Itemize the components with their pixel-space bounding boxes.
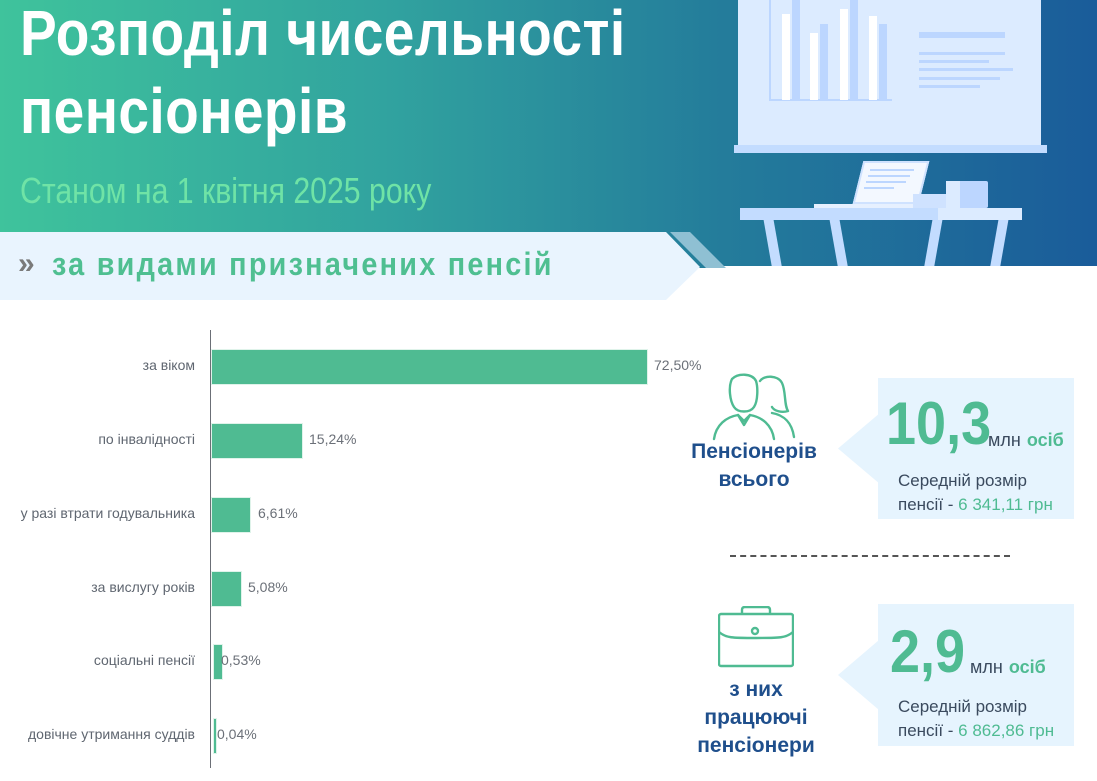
bar-value: 6,61% — [258, 505, 298, 521]
board-text-line — [919, 60, 989, 63]
bar-value: 15,24% — [309, 431, 357, 447]
avg-amount: 6 862,86 грн — [958, 721, 1055, 740]
board-bar — [792, 0, 800, 100]
label-line: працюючі — [704, 706, 808, 729]
chart-row: по інвалідності 15,24% — [0, 423, 700, 459]
label-line: всього — [718, 468, 790, 491]
bar-label: соціальні пенсії — [93, 652, 195, 668]
bar-label: за вислугу років — [91, 579, 195, 595]
board-text-line — [919, 77, 1000, 80]
page-subtitle-date: Станом на 1 квітня 2025 року — [20, 170, 432, 211]
bar — [211, 349, 648, 385]
title-line-1: Розподіл чисельності — [20, 0, 626, 69]
board-chart-axis-y — [769, 0, 771, 101]
bar-label: за віком — [142, 357, 195, 373]
books-icon — [946, 181, 960, 208]
board-text-line — [919, 85, 980, 88]
double-chevron-right-icon: » — [18, 247, 34, 280]
desk-top-right — [938, 208, 1022, 220]
board-base — [734, 145, 1047, 153]
laptop-text-line — [866, 181, 906, 183]
working-average-pension: Середній розмір пенсії - 6 862,86 грн — [898, 695, 1054, 743]
board-chart-axis-x — [769, 99, 892, 101]
people-icon — [712, 373, 796, 441]
briefcase-icon — [718, 606, 794, 668]
board-text-line — [919, 68, 1013, 71]
working-pensioners-label: з них працюючі пенсіонери — [686, 676, 826, 760]
avg-line: пенсії - 6 341,11 грн — [898, 493, 1053, 517]
bar-value: 0,04% — [217, 726, 257, 742]
avg-line: пенсії - 6 862,86 грн — [898, 719, 1054, 743]
avg-amount: 6 341,11 грн — [958, 495, 1053, 514]
bar-label: довічне утримання суддів — [28, 726, 195, 742]
avg-prefix: пенсії - — [898, 721, 959, 740]
title-line-2: пенсіонерів — [20, 75, 348, 147]
bar-label: у разі втрати годувальника — [20, 505, 195, 521]
working-pensioners-number: 2,9 — [890, 618, 966, 685]
bar-chart: за віком 72,50% по інвалідності 15,24% у… — [0, 330, 702, 770]
chart-row: за вислугу років 5,08% — [0, 571, 700, 607]
board-bar — [810, 33, 818, 100]
unit-persons: осіб — [1008, 657, 1046, 677]
label-line: пенсіонери — [697, 734, 815, 757]
board-bar — [840, 9, 848, 100]
page-title: Розподіл чисельності пенсіонерів — [20, 0, 626, 150]
laptop-text-line — [868, 175, 910, 177]
chart-row: довічне утримання суддів 0,04% — [0, 718, 700, 754]
chart-row: за віком 72,50% — [0, 349, 702, 385]
chart-row: у разі втрати годувальника 6,61% — [0, 497, 700, 533]
label-line: Пенсіонерів — [691, 440, 817, 463]
bar — [211, 571, 242, 607]
bar-value: 0,53% — [221, 652, 261, 668]
board-bar — [850, 0, 858, 100]
label-line: з них — [729, 678, 783, 701]
board-bar — [879, 24, 887, 100]
working-pensioners-unit: млн осіб — [970, 657, 1046, 678]
bar — [213, 644, 223, 680]
books-icon — [913, 194, 949, 208]
board-bar — [820, 24, 828, 100]
total-pensioners-number: 10,3 — [886, 390, 992, 457]
bar-value: 72,50% — [654, 357, 702, 373]
avg-prefix: пенсії - — [898, 495, 959, 514]
chart-axis — [210, 330, 211, 768]
board-text-line — [919, 52, 1005, 55]
bar-label: по інвалідності — [98, 431, 195, 447]
chart-row: соціальні пенсії 0,53% — [0, 644, 700, 680]
unit-persons: осіб — [1026, 430, 1064, 450]
laptop-base — [814, 204, 914, 209]
section-title: за видами призначених пенсій — [52, 246, 554, 282]
header-bottom-cut — [690, 266, 1097, 300]
total-pensioners-label: Пенсіонерів всього — [684, 438, 824, 494]
avg-line: Середній розмір — [898, 471, 1028, 490]
bar — [211, 423, 303, 459]
dashed-divider — [730, 555, 1010, 557]
total-average-pension: Середній розмір пенсії - 6 341,11 грн — [898, 469, 1053, 517]
unit-mln: млн — [970, 657, 1003, 677]
total-pensioners-unit: млн осіб — [988, 430, 1064, 451]
avg-line: Середній розмір — [898, 697, 1028, 716]
board-bar — [869, 16, 877, 100]
laptop-text-line — [864, 187, 894, 189]
board-text-line — [919, 32, 1005, 38]
section-ribbon — [0, 232, 700, 300]
bar — [213, 718, 217, 754]
bar — [211, 497, 251, 533]
board-bar — [782, 14, 790, 100]
laptop-text-line — [870, 169, 914, 171]
unit-mln: млн — [988, 430, 1021, 450]
bar-value: 5,08% — [248, 579, 288, 595]
